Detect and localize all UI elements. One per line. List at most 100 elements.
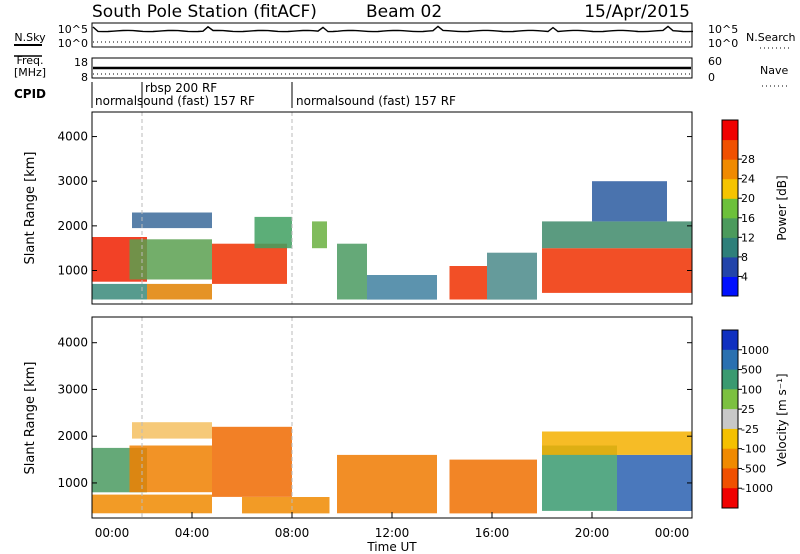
cpid-label: CPID [14,87,46,101]
velocity-band-10 [542,431,692,455]
velocity-band-2 [129,445,212,493]
power-band-5 [212,243,287,284]
nsky-label: N.Sky [14,31,46,44]
velocity-band-5 [242,497,330,514]
power-cbar-label-3: 16 [741,212,755,225]
power-y-axis: 1000 2000 3000 4000 [57,130,692,278]
noise-ytick-bottom: 10^0 [58,37,88,50]
velocity-band-8 [542,445,617,511]
power-cbar-label-0: 4 [741,270,748,283]
velocity-ytick-label-3: 4000 [57,336,88,350]
power-cbar-seg-4 [722,198,738,219]
time-x-axis: 00:00 04:00 08:00 12:00 16:00 20:00 00:00 [91,512,693,540]
plot-title: South Pole Station (fitACF) [92,2,317,22]
power-band-10 [449,266,487,300]
xtick-label-6: 00:00 [655,526,690,540]
velocity-cbar-label-4: -25 [741,423,759,436]
velocity-band-3 [132,422,212,439]
power-ytick-label-2: 3000 [57,174,88,188]
noise-panel-frame [91,22,693,48]
velocity-cbar-seg-0 [722,330,738,351]
velocity-cbar-label-3: 25 [741,403,755,416]
power-band-13 [542,221,692,249]
nsearch-label: N.Search [746,31,796,44]
xtick-label-2: 08:00 [275,526,310,540]
freq-rtick-bottom: 0 [708,71,715,84]
noise-rtick-bottom: 10^0 [708,37,738,50]
velocity-cbar-label-0: 1000 [741,344,769,357]
power-ylabel: Slant Range [km] [23,152,38,265]
power-ytick-label-0: 1000 [57,264,88,278]
freq-panel-frame [91,57,693,79]
freq-ytick-top: 18 [74,56,88,69]
velocity-cbar-label-5: -100 [741,443,766,456]
velocity-cbar-seg-6 [722,448,738,469]
xtick-label-5: 20:00 [575,526,610,540]
xtick-label-4: 16:00 [475,526,510,540]
freq-rtick-top: 60 [708,55,722,68]
power-cbar-label-6: 28 [741,153,755,166]
power-cbar-seg-0 [722,276,738,297]
power-band-11 [487,252,537,300]
velocity-ylabel: Slant Range [km] [23,362,38,475]
velocity-cbar-seg-4 [722,409,738,430]
noise-panel: N.Sky 10^5 10^0 10^5 10^0 N.Search [14,22,796,50]
velocity-cbar-seg-3 [722,389,738,410]
xtick-label-1: 04:00 [175,526,210,540]
power-ytick-label-3: 4000 [57,130,88,144]
xlabel: Time UT [366,540,417,554]
velocity-cbar-label-7: -1000 [741,482,773,495]
power-band-9 [367,275,437,300]
velocity-cbar-label: Velocity [m s⁻¹] [775,373,789,466]
power-cbar-label: Power [dB] [775,175,789,240]
power-cbar-label-4: 20 [741,192,755,205]
power-cbar-seg-2 [722,237,738,258]
power-band-8 [337,243,367,300]
nsky-series-line [92,25,694,33]
noise-rtick-top: 10^5 [708,23,738,36]
power-panel: 1000 2000 3000 4000 Slant Range [km] 4 8 12 16… [23,111,789,305]
nave-label: Nave [760,64,788,77]
power-cbar-label-5: 24 [741,173,755,186]
power-cbar-label-1: 8 [741,251,748,264]
power-panel-frame [91,111,693,305]
power-ytick-label-1: 2000 [57,219,88,233]
xtick-label-3: 12:00 [375,526,410,540]
cpid-label-normal1: normalsound (fast) 157 RF [95,94,255,108]
velocity-ytick-label-0: 1000 [57,476,88,490]
power-band-4 [147,283,212,300]
cpid-panel: CPID rbsp 200 RF normalsound (fast) 157 … [14,81,456,108]
power-band-7 [312,221,327,249]
velocity-heatmap [92,317,692,518]
velocity-band-7 [449,459,537,514]
velocity-y-axis: 1000 2000 3000 4000 [57,336,692,490]
power-cbar-seg-3 [722,217,738,238]
xtick-label-0: 00:00 [95,526,130,540]
cpid-label-normal2: normalsound (fast) 157 RF [296,94,456,108]
noise-ytick-top: 10^5 [58,23,88,36]
velocity-cbar-seg-7 [722,468,738,489]
velocity-band-6 [337,454,437,514]
cpid-label-rbsp: rbsp 200 RF [145,81,217,95]
beam-label: Beam 02 [366,2,442,22]
velocity-band-1 [92,494,212,514]
velocity-cbar-seg-8 [722,488,738,509]
velocity-cbar-seg-2 [722,369,738,390]
velocity-cbar-seg-1 [722,349,738,371]
freq-panel: Freq. [MHz] 18 8 60 0 Nave [14,54,790,87]
velocity-ytick-label-2: 3000 [57,382,88,396]
velocity-cbar-seg-5 [722,428,738,450]
power-cbar-frame [721,119,739,297]
velocity-colorbar: 1000 500 100 25 -25 -100 -500 -1000 [721,329,773,509]
freq-ytick-bottom: 8 [81,71,88,84]
freq-label-line2: [MHz] [14,66,46,79]
velocity-band-9 [617,454,692,511]
velocity-cbar-label-6: -500 [741,462,766,475]
power-cbar-label-2: 12 [741,231,755,244]
velocity-band-4 [212,426,292,497]
freq-label-line1: Freq. [16,54,43,67]
power-cbar-seg-7 [722,139,738,160]
velocity-cbar-frame [721,329,739,509]
velocity-panel: 1000 2000 3000 4000 Slant Range [km] 1000 50… [23,316,789,519]
power-cbar-seg-6 [722,159,738,180]
